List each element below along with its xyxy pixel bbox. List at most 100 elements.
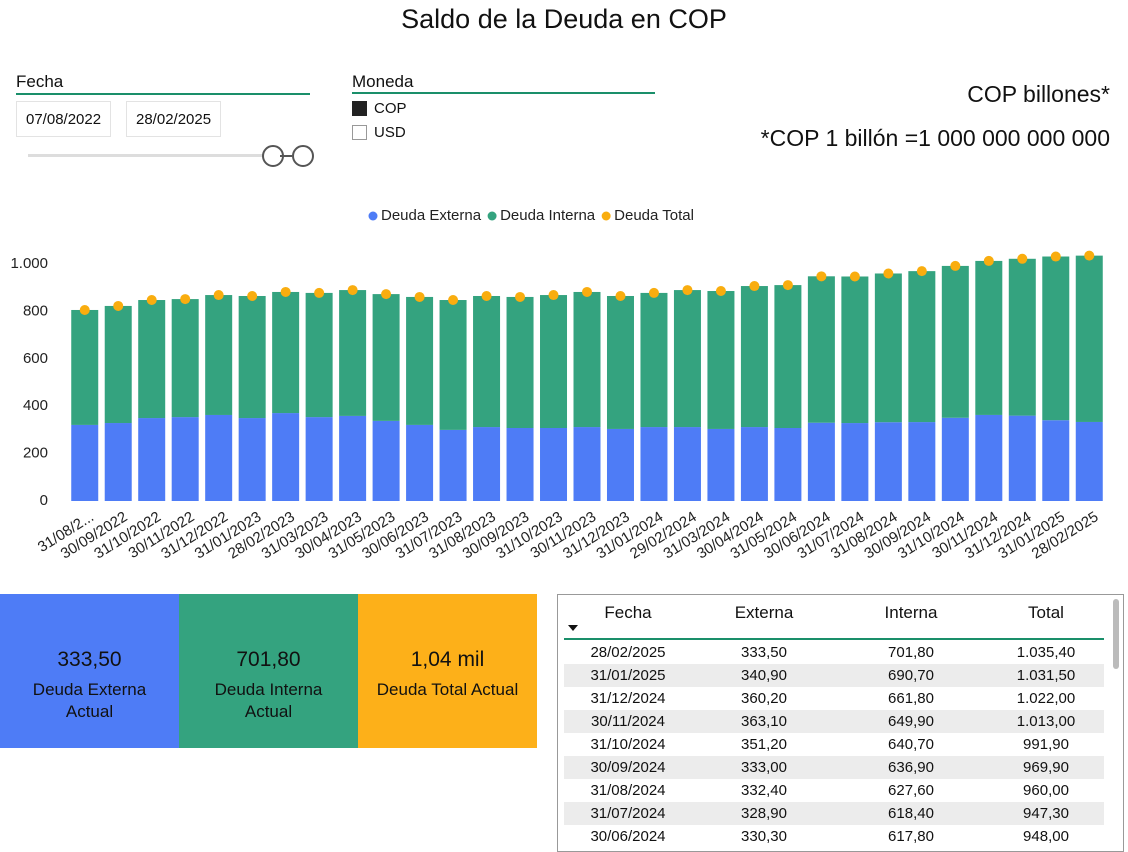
table-row[interactable]: 31/12/2024 360,20 661,80 1.022,00 xyxy=(564,687,1104,710)
bar-segment xyxy=(1075,255,1103,422)
table-row[interactable]: 28/02/2025 333,50 701,80 1.035,40 xyxy=(564,641,1104,664)
currency-filter-label: Moneda xyxy=(352,72,414,91)
bar-segment xyxy=(171,417,199,501)
table-cell: 333,00 xyxy=(741,759,787,776)
slider-track xyxy=(28,154,278,157)
kpi-card: 333,50 Deuda Externa Actual xyxy=(0,594,179,748)
bar-segment xyxy=(238,295,266,419)
table-cell: 31/07/2024 xyxy=(590,805,666,822)
total-dot xyxy=(247,290,258,301)
bar-segment xyxy=(272,413,300,501)
table-cell: 1.013,00 xyxy=(1016,713,1076,730)
kpi-label: Deuda Externa Actual xyxy=(32,680,147,721)
chart: 0 200 400 600 800 1.000 Deuda Externa Deuda Int… xyxy=(10,207,1103,563)
column-header: Externa xyxy=(734,603,794,622)
total-dot xyxy=(950,260,961,271)
table-cell: 351,20 xyxy=(741,736,787,753)
bar-segment xyxy=(71,424,99,501)
legend-label: Deuda Total xyxy=(614,207,694,224)
bar-segment xyxy=(606,428,634,501)
bar-segment xyxy=(908,422,936,501)
kpi-label: Deuda Interna Actual xyxy=(214,680,323,721)
bar-segment xyxy=(807,276,835,423)
bar-segment xyxy=(473,295,501,428)
table-cell: 340,90 xyxy=(741,667,787,684)
table-cell: 30/06/2024 xyxy=(590,828,666,845)
bar-segment xyxy=(707,428,735,501)
kpi-label: Deuda Total Actual xyxy=(376,680,519,699)
unit-note: COP billones* xyxy=(967,81,1110,107)
checkbox[interactable] xyxy=(352,125,367,140)
bar-segment xyxy=(1008,415,1036,501)
bar-segment xyxy=(339,415,367,501)
table-row[interactable]: 31/08/2024 332,40 627,60 960,00 xyxy=(564,779,1104,802)
total-dot xyxy=(146,295,157,306)
bar-segment xyxy=(908,271,936,423)
column-header: Total xyxy=(1028,603,1064,622)
table-cell: 28/02/2025 xyxy=(590,644,666,661)
table-cell: 1.022,00 xyxy=(1016,690,1076,707)
table-cell: 640,70 xyxy=(888,736,934,753)
table-row[interactable]: 31/01/2025 340,90 690,70 1.031,50 xyxy=(564,664,1104,687)
bar-segment xyxy=(305,292,333,418)
bar-segment xyxy=(238,418,266,501)
table-cell: 1.035,40 xyxy=(1016,644,1076,661)
total-dot xyxy=(314,287,325,298)
column-header: Fecha xyxy=(604,603,652,622)
bar-segment xyxy=(540,428,568,501)
total-dot xyxy=(280,286,291,297)
total-dot xyxy=(615,290,626,301)
bar-segment xyxy=(473,427,501,501)
table-cell: 661,80 xyxy=(888,690,934,707)
table-cell: 31/01/2025 xyxy=(590,667,666,684)
option[interactable]: USD xyxy=(352,124,406,141)
y-tick-label: 1.000 xyxy=(10,255,48,272)
bar-segment xyxy=(774,428,802,501)
table-cell: 947,30 xyxy=(1023,805,1069,822)
bar-segment xyxy=(573,427,601,501)
kpi-card: 1,04 mil Deuda Total Actual xyxy=(358,594,537,748)
kpi-card: 701,80 Deuda Interna Actual xyxy=(179,594,358,748)
slider-handle[interactable] xyxy=(292,145,314,167)
sort-arrow[interactable] xyxy=(568,625,578,631)
table-row[interactable]: 31/10/2024 351,20 640,70 991,90 xyxy=(564,733,1104,756)
total-dot xyxy=(1084,250,1095,261)
table-row[interactable]: 30/11/2024 363,10 649,90 1.013,00 xyxy=(564,710,1104,733)
column-header: Interna xyxy=(884,603,938,622)
bar-segment xyxy=(372,420,400,501)
bar-segment xyxy=(339,290,367,416)
total-dot xyxy=(213,290,224,301)
bar-segment xyxy=(673,427,701,501)
option-label: USD xyxy=(374,124,406,141)
y-tick-label: 600 xyxy=(23,350,48,367)
total-dot xyxy=(648,287,659,298)
table-cell: 1.031,50 xyxy=(1016,667,1076,684)
total-dot xyxy=(79,304,90,315)
total-dot xyxy=(816,271,827,282)
table-cell: 960,00 xyxy=(1023,782,1069,799)
table: Fecha Externa Interna Total 28/02/2025 333,5… xyxy=(557,594,1124,852)
option[interactable]: COP xyxy=(352,100,407,117)
table-cell: 363,10 xyxy=(741,713,787,730)
bar-segment xyxy=(573,291,601,428)
bar-segment xyxy=(740,427,768,501)
table-cell: 969,90 xyxy=(1023,759,1069,776)
bar-segment xyxy=(138,300,166,419)
table-row[interactable]: 30/06/2024 330,30 617,80 948,00 xyxy=(564,825,1104,848)
bar-segment xyxy=(406,424,434,501)
end-date[interactable]: 28/02/2025 xyxy=(126,101,222,137)
total-dot xyxy=(883,268,894,279)
table-row[interactable]: 31/07/2024 328,90 618,40 947,30 xyxy=(564,802,1104,825)
start-date[interactable]: 07/08/2022 xyxy=(16,101,112,137)
table-cell: 333,50 xyxy=(741,644,787,661)
scrollbar[interactable] xyxy=(1113,599,1119,669)
bar-segment xyxy=(439,300,467,430)
table-cell: 328,90 xyxy=(741,805,787,822)
y-tick-label: 0 xyxy=(40,492,48,509)
checkbox[interactable] xyxy=(352,101,367,116)
total-dot xyxy=(515,291,526,302)
total-dot xyxy=(180,294,191,305)
bar-segment xyxy=(104,305,132,424)
table-row[interactable]: 30/09/2024 333,00 636,90 969,90 xyxy=(564,756,1104,779)
